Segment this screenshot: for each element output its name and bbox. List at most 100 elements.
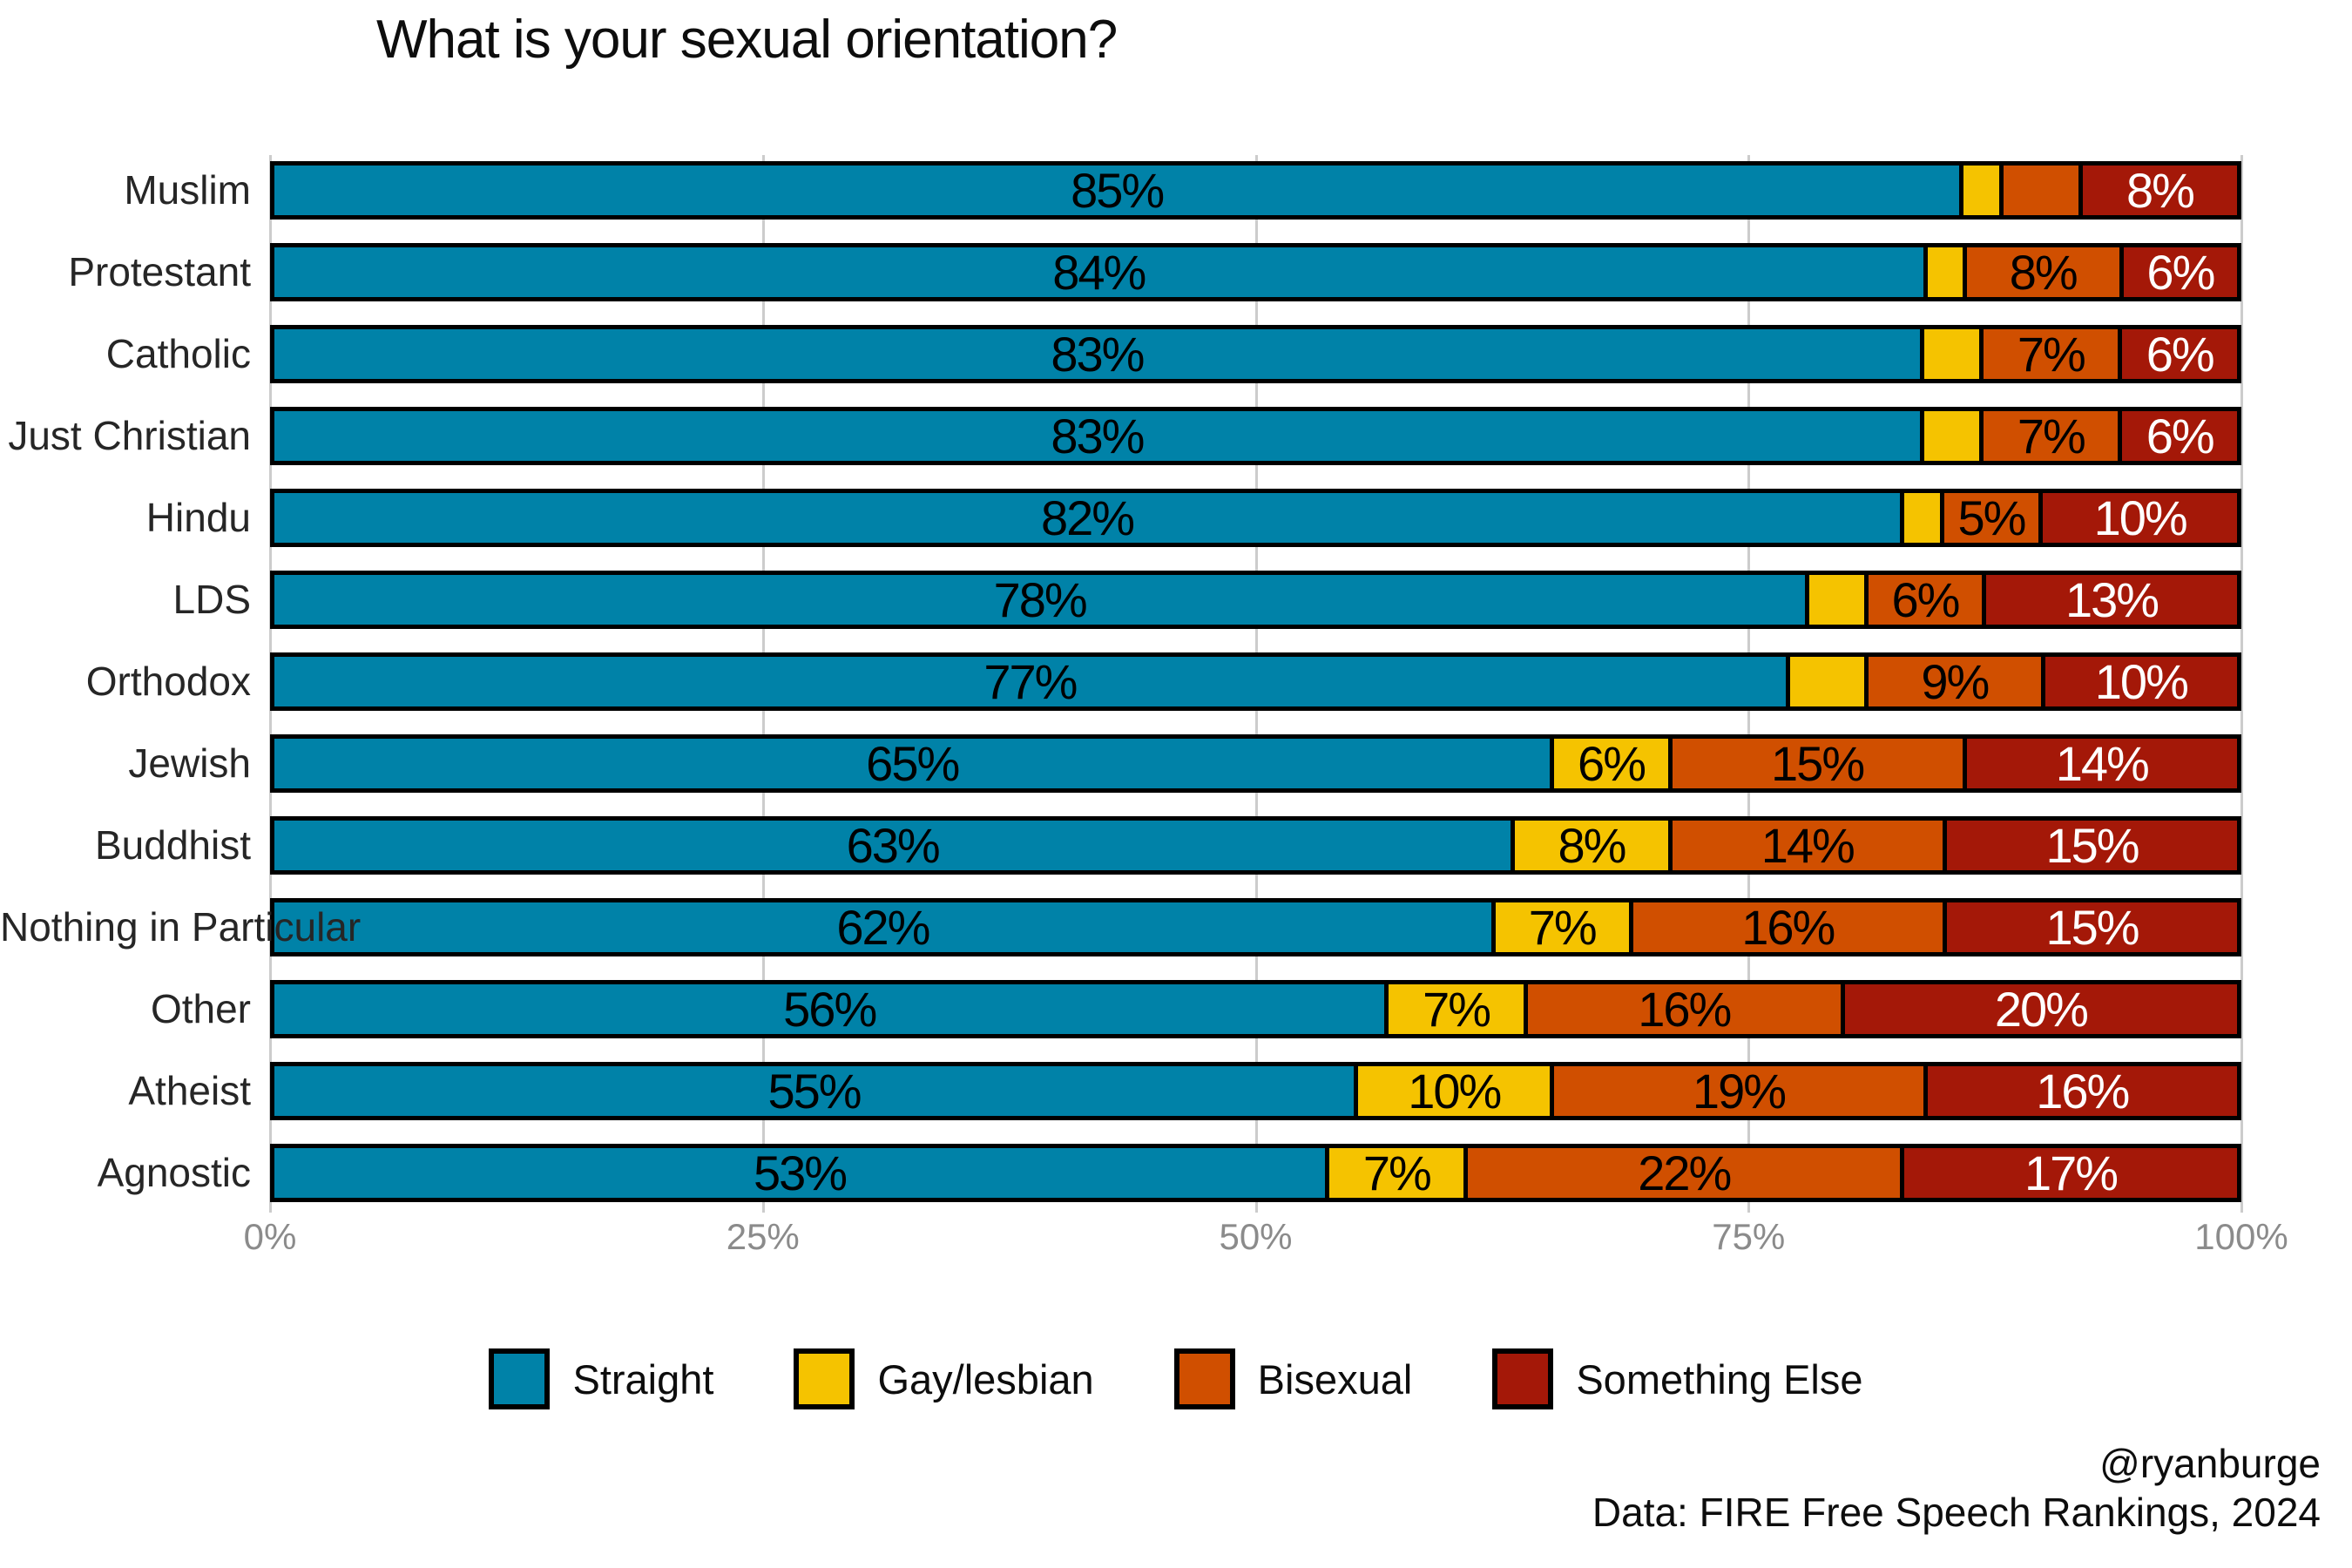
segment-value-label: 10%: [2093, 490, 2188, 545]
segment-bisexual: 14%: [1667, 818, 1943, 873]
segment-bisexual: 8%: [1962, 245, 2119, 300]
segment-value-label: 63%: [846, 818, 941, 873]
plot-area: 85% 8% 84% 8% 6% 83% 7% 6% 83% 7% 6% 82% 5% 10% 78% 6% 1…: [270, 161, 2241, 1202]
segment-bisexual: [1998, 166, 2078, 215]
segment-value-label: 82%: [1041, 490, 1135, 545]
segment-bisexual: 19%: [1550, 1064, 1923, 1119]
segment-something-else: 6%: [2119, 245, 2237, 300]
segment-value-label: 16%: [1638, 982, 1732, 1037]
legend-item-gay-lesbian: Gay/lesbian: [794, 1348, 1094, 1409]
x-tick-0: 0%: [243, 1216, 297, 1257]
segment-something-else: 14%: [1962, 736, 2237, 791]
category-label-lds: LDS: [172, 577, 251, 622]
segment-something-else: 10%: [2038, 490, 2237, 545]
segment-gay-lesbian: 6%: [1550, 736, 1668, 791]
segment-gay-lesbian: 8%: [1511, 818, 1668, 873]
footer-handle: @ryanburge: [2099, 1441, 2321, 1486]
category-label-other: Other: [150, 986, 251, 1031]
segment-value-label: 83%: [1051, 409, 1145, 463]
legend: Straight Gay/lesbian Bisexual Something Els…: [0, 1348, 2352, 1409]
bar-row-buddhist: 63% 8% 14% 15%: [270, 816, 2241, 875]
legend-item-something-else: Something Else: [1492, 1348, 1863, 1409]
category-label-buddhist: Buddhist: [94, 822, 251, 868]
segment-bisexual: 16%: [1523, 982, 1841, 1037]
segment-straight: 62%: [274, 900, 1491, 955]
segment-gay-lesbian: [1919, 411, 1980, 461]
segment-value-label: 20%: [1994, 982, 2089, 1037]
bar-row-other: 56% 7% 16% 20%: [270, 980, 2241, 1038]
legend-item-bisexual: Bisexual: [1173, 1348, 1413, 1409]
segment-something-else: 13%: [1982, 572, 2237, 627]
segment-value-label: 8%: [1558, 818, 1627, 873]
segment-value-label: 85%: [1071, 163, 1165, 218]
segment-straight: 77%: [274, 654, 1786, 709]
segment-value-label: 13%: [2065, 572, 2159, 627]
segment-bisexual: 7%: [1979, 409, 2119, 463]
category-label-protestant: Protestant: [68, 249, 251, 294]
segment-value-label: 9%: [1921, 654, 1990, 709]
bar-row-just-christian: 83% 7% 6%: [270, 407, 2241, 465]
bar-row-atheist: 55% 10% 19% 16%: [270, 1062, 2241, 1120]
segment-value-label: 6%: [2146, 245, 2215, 300]
segment-straight: 53%: [274, 1146, 1326, 1200]
segment-value-label: 17%: [2024, 1146, 2119, 1200]
segment-something-else: 20%: [1840, 982, 2237, 1037]
legend-swatch-gay-lesbian: [794, 1348, 855, 1409]
segment-value-label: 84%: [1052, 245, 1146, 300]
bar-row-protestant: 84% 8% 6%: [270, 243, 2241, 301]
gridline-100: [2240, 155, 2243, 1213]
segment-value-label: 15%: [2045, 818, 2139, 873]
segment-value-label: 62%: [836, 900, 930, 955]
segment-straight: 83%: [274, 327, 1920, 382]
category-label-agnostic: Agnostic: [97, 1150, 251, 1195]
category-label-just-christian: Just Christian: [8, 413, 251, 458]
legend-label-bisexual: Bisexual: [1257, 1355, 1413, 1402]
segment-value-label: 15%: [2045, 900, 2139, 955]
x-axis: 0% 25% 50% 75% 100%: [244, 1216, 2288, 1260]
category-label-jewish: Jewish: [128, 740, 251, 786]
segment-something-else: 6%: [2118, 327, 2237, 382]
segment-value-label: 7%: [1362, 1146, 1432, 1200]
segment-straight: 63%: [274, 818, 1511, 873]
segment-straight: 84%: [274, 245, 1923, 300]
segment-gay-lesbian: [1923, 247, 1963, 297]
segment-value-label: 7%: [2017, 327, 2086, 382]
segment-something-else: 10%: [2040, 654, 2237, 709]
segment-gay-lesbian: [1900, 493, 1940, 543]
category-label-orthodox: Orthodox: [85, 659, 251, 704]
chart-title: What is your sexual orientation?: [376, 10, 1118, 70]
segment-gay-lesbian: [1785, 657, 1864, 706]
segment-value-label: 16%: [1741, 900, 1835, 955]
segment-gay-lesbian: [1959, 166, 1999, 215]
x-tick-75: 75%: [1712, 1216, 1786, 1257]
segment-value-label: 10%: [1408, 1064, 1502, 1119]
segment-gay-lesbian: [1805, 575, 1864, 625]
segment-straight: 78%: [274, 572, 1806, 627]
footer: @ryanburge Data: FIRE Free Speech Rankin…: [1592, 1439, 2321, 1537]
x-tick-50: 50%: [1219, 1216, 1293, 1257]
segment-value-label: 55%: [767, 1064, 862, 1119]
bar-row-nothing-in-particular: 62% 7% 16% 15%: [270, 898, 2241, 956]
segment-something-else: 15%: [1943, 818, 2237, 873]
segment-value-label: 15%: [1771, 736, 1865, 791]
bar-row-hindu: 82% 5% 10%: [270, 489, 2241, 547]
segment-straight: 65%: [274, 736, 1551, 791]
x-tick-100: 100%: [2194, 1216, 2288, 1257]
bar-row-orthodox: 77% 9% 10%: [270, 652, 2241, 711]
segment-gay-lesbian: 10%: [1354, 1064, 1551, 1119]
segment-gay-lesbian: 7%: [1384, 982, 1524, 1037]
segment-value-label: 22%: [1638, 1146, 1732, 1200]
segment-value-label: 65%: [866, 736, 960, 791]
segment-value-label: 5%: [1957, 490, 2027, 545]
segment-bisexual: 7%: [1979, 327, 2119, 382]
category-label-atheist: Atheist: [128, 1068, 251, 1113]
segment-value-label: 6%: [2146, 327, 2215, 382]
segment-something-else: 16%: [1923, 1064, 2237, 1119]
segment-something-else: 6%: [2118, 409, 2237, 463]
footer-source: Data: FIRE Free Speech Rankings, 2024: [1592, 1490, 2321, 1536]
segment-value-label: 10%: [2094, 654, 2189, 709]
segment-value-label: 83%: [1051, 327, 1145, 382]
segment-bisexual: 9%: [1863, 654, 2041, 709]
category-label-nothing-in-particular: Nothing in Particular: [0, 904, 362, 950]
segment-value-label: 19%: [1692, 1064, 1787, 1119]
